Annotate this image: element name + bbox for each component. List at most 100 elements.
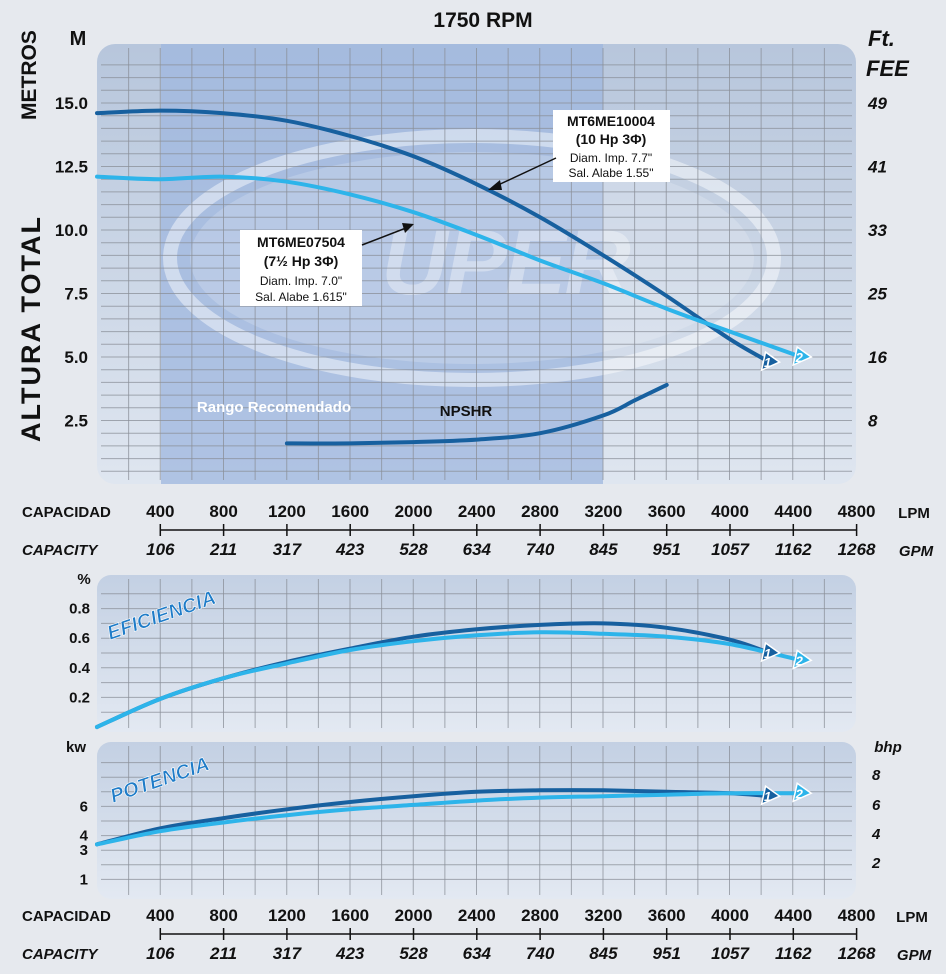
efficiency-marker-1-arrow <box>760 641 782 663</box>
lpm-tick-label: 1600 <box>331 906 369 925</box>
power-marker-2-arrow <box>792 781 813 803</box>
lpm-tick-label: 2800 <box>521 906 559 925</box>
head-marker-2-arrow <box>792 345 813 367</box>
lpm-tick-label: 3600 <box>648 502 686 521</box>
power-y-tick-bhp: 6 <box>872 797 881 814</box>
lpm-unit: LPM <box>898 505 930 522</box>
model-1-diam: Diam. Imp. 7.7" <box>570 151 652 165</box>
head-y-tick-ft: 49 <box>867 94 887 113</box>
efficiency-y-tick: 0.6 <box>69 630 90 647</box>
gpm-tick-label: 317 <box>273 540 303 559</box>
head-y-tick-ft: 33 <box>868 221 887 240</box>
lpm-tick-label: 4800 <box>838 906 876 925</box>
lpm-tick-label: 400 <box>146 502 174 521</box>
head-curve-model-1 <box>95 108 772 365</box>
head-y-tick-ft: 16 <box>868 348 887 367</box>
gpm-tick-label: 1057 <box>711 540 750 559</box>
power-y-tick-kw: 1 <box>80 871 88 888</box>
head-y-tick-m: 10.0 <box>55 221 88 240</box>
gpm-unit: GPM <box>899 543 934 560</box>
gpm-tick-label: 951 <box>653 540 681 559</box>
lpm-tick-label: 1200 <box>268 502 306 521</box>
lpm-tick-label: 1600 <box>331 502 369 521</box>
efficiency-marker-1: 1 <box>760 641 782 663</box>
efficiency-marker-2-arrow <box>792 649 813 670</box>
capacidad-label-bottom: CAPACIDAD <box>22 908 111 925</box>
efficiency-y-tick: 0.2 <box>69 689 90 706</box>
gpm-tick-label: 634 <box>463 944 492 963</box>
lpm-tick-label: 800 <box>209 906 237 925</box>
metros-label: METROS <box>18 30 41 120</box>
feet-unit-2: FEE <box>866 56 910 81</box>
gpm-tick-label: 423 <box>335 944 365 963</box>
meters-unit: M <box>70 28 87 50</box>
recommended-range-label: Rango Recomendado <box>197 399 351 416</box>
power-curve-model-1 <box>95 788 772 847</box>
head-marker-1-label: 1 <box>764 355 771 370</box>
head-y-tick-m: 2.5 <box>64 412 88 431</box>
efficiency-curve-model-2 <box>95 630 804 729</box>
power-unit-bhp: bhp <box>874 739 902 756</box>
head-y-tick-m: 12.5 <box>55 158 88 177</box>
power-unit-kw: kw <box>66 739 86 756</box>
model-1-alabe: Sal. Alabe 1.55" <box>569 166 654 180</box>
head-marker-2-label: 2 <box>795 350 804 365</box>
lpm-unit-bottom: LPM <box>896 909 928 926</box>
capacity-label: CAPACITY <box>22 542 100 559</box>
gpm-tick-label: 528 <box>399 540 428 559</box>
gpm-tick-label: 106 <box>146 944 175 963</box>
gpm-tick-label: 1268 <box>838 540 876 559</box>
gpm-tick-label: 528 <box>399 944 428 963</box>
capacity-label-bottom: CAPACITY <box>22 946 100 963</box>
power-marker-1-label: 1 <box>764 789 771 804</box>
power-y-tick-kw: 3 <box>80 842 88 859</box>
power-marker-1: 1 <box>760 784 782 806</box>
lpm-tick-label: 2000 <box>395 502 433 521</box>
gpm-tick-label: 211 <box>209 540 237 559</box>
efficiency-y-tick: 0.4 <box>69 660 91 677</box>
power-y-tick-bhp: 8 <box>872 767 881 784</box>
head-y-tick-ft: 8 <box>868 412 878 431</box>
gpm-tick-label: 634 <box>463 540 492 559</box>
gpm-tick-label: 211 <box>209 944 237 963</box>
tick-labels: 15.012.510.07.55.02.5494133251680.80.60.… <box>55 94 888 963</box>
capacidad-label: CAPACIDAD <box>22 504 111 521</box>
feet-unit-1: Ft. <box>868 26 895 51</box>
power-y-tick-kw: 4 <box>80 828 89 845</box>
lpm-tick-label: 2400 <box>458 906 496 925</box>
lpm-tick-label: 3200 <box>584 502 622 521</box>
model-2-name: MT6ME07504 <box>257 234 345 250</box>
power-marker-2-label: 2 <box>795 786 804 801</box>
power-y-tick-kw: 6 <box>80 798 88 815</box>
efficiency-unit: % <box>77 571 90 588</box>
gpm-tick-label: 1162 <box>775 540 812 559</box>
head-y-tick-ft: 41 <box>867 158 887 177</box>
head-y-tick-m: 5.0 <box>64 348 88 367</box>
gpm-tick-label: 845 <box>589 540 618 559</box>
model-1-power: (10 Hp 3Φ) <box>576 131 647 147</box>
lpm-tick-label: 4000 <box>711 906 749 925</box>
gpm-tick-label: 740 <box>526 944 555 963</box>
gpm-tick-label: 423 <box>335 540 365 559</box>
head-marker-1-arrow <box>760 350 782 372</box>
head-marker-1: 1 <box>760 350 782 372</box>
model-1-annotation: MT6ME10004 (10 Hp 3Φ) Diam. Imp. 7.7" Sa… <box>488 110 670 190</box>
efficiency-y-tick: 0.8 <box>69 601 90 618</box>
lpm-tick-label: 3200 <box>584 906 622 925</box>
gpm-tick-label: 317 <box>273 944 303 963</box>
head-curve-model-2 <box>95 174 804 359</box>
lpm-tick-label: 400 <box>146 906 174 925</box>
lpm-tick-label: 2400 <box>458 502 496 521</box>
watermark-text: UPER <box>381 212 630 314</box>
model-2-annotation: MT6ME07504 (7½ Hp 3Φ) Diam. Imp. 7.0" Sa… <box>240 223 414 306</box>
power-marker-1-arrow <box>760 784 782 806</box>
efficiency-marker-1-label: 1 <box>764 646 771 661</box>
model-2-alabe: Sal. Alabe 1.615" <box>255 290 347 304</box>
model-2-power: (7½ Hp 3Φ) <box>264 253 339 269</box>
head-marker-2: 2 <box>792 345 813 367</box>
power-marker-2: 2 <box>792 781 813 803</box>
lpm-tick-label: 3600 <box>648 906 686 925</box>
gpm-tick-label: 951 <box>653 944 681 963</box>
